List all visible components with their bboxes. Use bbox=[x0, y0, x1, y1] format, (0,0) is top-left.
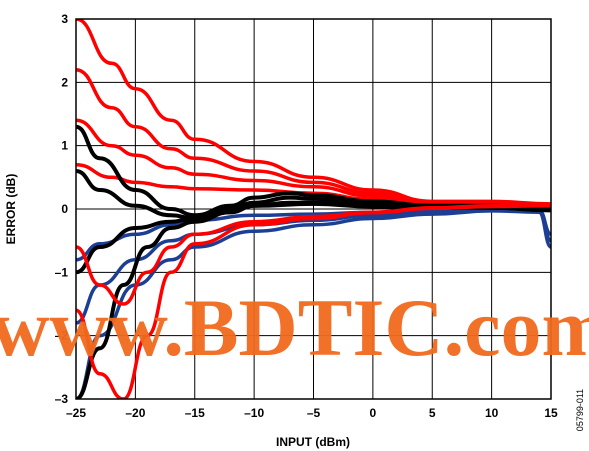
y-tick-label: 0 bbox=[61, 202, 68, 216]
series-group bbox=[76, 19, 551, 399]
figure-id: 05799-011 bbox=[575, 389, 585, 431]
x-tick-label: –5 bbox=[307, 406, 321, 420]
x-tick-labels: –25 –20 –15 –10 –5 0 5 10 15 bbox=[66, 406, 558, 420]
watermark: www.BDTIC.com bbox=[0, 282, 589, 373]
x-axis-label: INPUT (dBm) bbox=[276, 435, 350, 449]
plot-frame bbox=[75, 18, 552, 400]
x-tick-label: –25 bbox=[66, 406, 86, 420]
y-tick-label: –3 bbox=[55, 392, 69, 406]
y-axis-label: ERROR (dB) bbox=[4, 174, 18, 245]
y-tick-label: 1 bbox=[61, 139, 68, 153]
x-tick-label: 0 bbox=[370, 406, 377, 420]
y-tick-label: –1 bbox=[55, 265, 69, 279]
x-tick-label: –20 bbox=[125, 406, 145, 420]
y-tick-label: –2 bbox=[55, 329, 69, 343]
x-tick-label: 15 bbox=[544, 406, 558, 420]
y-tick-labels: –3 –2 –1 0 1 2 3 bbox=[55, 12, 69, 406]
y-tick-label: 2 bbox=[61, 75, 68, 89]
series-line bbox=[76, 204, 551, 399]
x-tick-label: –15 bbox=[185, 406, 205, 420]
y-tick-label: 3 bbox=[61, 12, 68, 26]
x-tick-label: –10 bbox=[244, 406, 264, 420]
x-tick-label: 5 bbox=[429, 406, 436, 420]
x-tick-label: 10 bbox=[485, 406, 499, 420]
